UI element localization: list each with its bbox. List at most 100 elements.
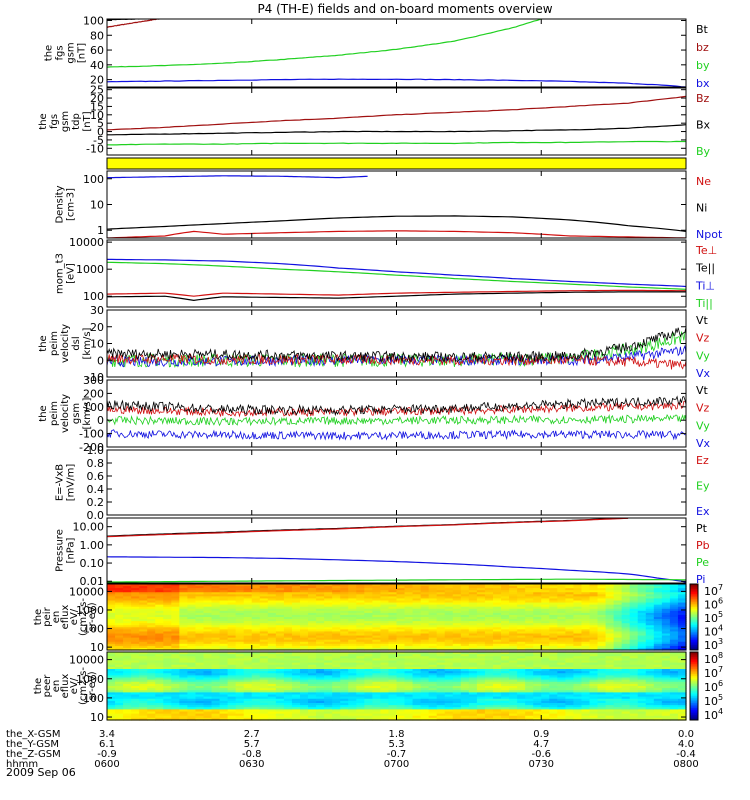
peir-en-eflux-cell <box>621 645 631 649</box>
peir-en-eflux-cell <box>364 643 373 647</box>
peir-en-eflux-cell <box>452 612 462 616</box>
peer-en-eflux-cell <box>549 705 558 708</box>
peer-en-eflux-cell <box>597 660 607 664</box>
peir-en-eflux-cell <box>291 635 301 639</box>
peir-en-eflux-cell <box>372 619 382 622</box>
peer-en-eflux-cell <box>267 686 277 689</box>
peir-en-eflux-cell <box>428 586 438 589</box>
peer-en-eflux-cell <box>468 713 478 717</box>
peir-en-eflux-cell <box>677 623 687 626</box>
peir-en-eflux-cell <box>653 596 663 600</box>
peir-en-eflux-cell <box>139 598 148 602</box>
peir-en-eflux-cell <box>300 614 309 618</box>
peer-en-eflux-cell <box>388 717 398 721</box>
peir-en-eflux-cell <box>541 625 550 628</box>
peer-en-eflux-cell <box>171 671 180 674</box>
peir-en-eflux-cell <box>115 625 124 628</box>
peir-en-eflux-cell <box>436 588 446 591</box>
peir-en-eflux-cell <box>300 635 309 639</box>
peer-en-eflux-cell <box>187 679 197 683</box>
peir-en-eflux-cell <box>203 610 213 614</box>
peer-en-eflux-cell <box>501 683 510 687</box>
peer-en-eflux-cell <box>131 664 140 668</box>
peir-en-eflux-cell <box>412 604 422 608</box>
peer-en-eflux-cell <box>573 654 583 657</box>
peer-en-eflux-cell <box>404 662 414 666</box>
peir-en-eflux-cell <box>227 606 237 610</box>
peir-en-eflux-cell <box>493 608 502 612</box>
peir-en-eflux-cell <box>388 584 398 587</box>
peer-en-eflux-cell <box>412 707 422 710</box>
peer-en-eflux-cell <box>364 715 373 719</box>
peir-en-eflux-cell <box>107 592 116 595</box>
peir-en-eflux-cell <box>340 610 349 614</box>
peir-en-eflux-cell <box>501 606 510 610</box>
peir-en-eflux-cell <box>163 637 172 641</box>
peer-en-eflux-cell <box>291 654 301 657</box>
peir-en-eflux-cell <box>637 610 647 614</box>
peer-en-eflux-cell <box>251 698 261 702</box>
peer-en-eflux-cell <box>163 652 172 655</box>
peir-en-eflux-cell <box>533 610 542 614</box>
peir-en-eflux-cell <box>677 643 687 647</box>
peer-en-eflux-cell <box>589 686 599 689</box>
peer-en-eflux-cell <box>187 686 197 689</box>
peer-en-eflux-cell <box>501 709 510 713</box>
peer-en-eflux-cell <box>356 679 365 683</box>
peir-en-eflux-cell <box>147 635 156 639</box>
efield-legend-1: Ey <box>696 480 710 493</box>
peer-en-eflux-cell <box>171 686 180 689</box>
peir-en-eflux-cell <box>283 629 293 633</box>
peer-en-eflux-cell <box>372 671 382 674</box>
peir-en-eflux-cell <box>484 606 494 610</box>
peer-en-eflux-cell <box>131 692 140 696</box>
peer-en-eflux-cell <box>557 709 566 713</box>
peer-en-eflux-cell <box>404 686 414 689</box>
peir-en-eflux-colorbar-step <box>690 590 698 593</box>
peer-en-eflux-cell <box>637 698 647 702</box>
peer-en-eflux-cell <box>412 664 422 668</box>
peer-en-eflux-cell <box>259 717 269 721</box>
pressure-ylabel: Pressure <box>55 529 66 572</box>
mode-bar-fill <box>107 158 686 169</box>
peer-en-eflux-cell <box>677 662 687 666</box>
peir-en-eflux-cell <box>533 600 542 604</box>
peer-en-eflux-cell <box>669 662 679 666</box>
peir-en-eflux-cell <box>501 645 510 649</box>
peer-en-eflux-cell <box>139 698 148 702</box>
peir-en-eflux-cell <box>412 635 422 639</box>
peir-en-eflux-cell <box>219 621 229 624</box>
peir-en-eflux-cell <box>243 602 253 606</box>
peir-en-eflux-cell <box>629 637 639 641</box>
peir-en-eflux-cell <box>396 586 406 589</box>
peer-en-eflux-cell <box>629 669 639 672</box>
peir-en-eflux-cell <box>613 602 623 606</box>
peir-en-eflux-cell <box>203 606 213 610</box>
peir-en-eflux-cell <box>460 598 470 602</box>
peer-en-eflux-cell <box>412 703 422 706</box>
peer-en-eflux-cell <box>364 690 373 693</box>
peer-en-eflux-cell <box>493 671 502 674</box>
peir-en-eflux-cell <box>300 596 309 600</box>
peer-en-eflux-cell <box>460 679 470 683</box>
peer-en-eflux-cell <box>324 683 333 687</box>
peer-en-eflux-cell <box>179 658 189 662</box>
peer-en-eflux-cell <box>259 696 269 700</box>
peer-en-eflux-cell <box>428 673 438 676</box>
peer-en-eflux-cell <box>259 679 269 683</box>
peer-en-eflux-cell <box>573 664 583 668</box>
peir-en-eflux-cell <box>669 602 679 606</box>
peir-en-eflux-cell <box>147 614 156 618</box>
peer-en-eflux-cell <box>243 652 253 655</box>
peer-en-eflux-cell <box>291 671 301 674</box>
peir-en-eflux-cell <box>597 596 607 600</box>
peir-en-eflux-cell <box>541 621 550 624</box>
peer-en-eflux-cell <box>677 675 687 679</box>
peir-en-eflux-cell <box>637 614 647 618</box>
peer-en-eflux-cell <box>211 671 221 674</box>
peer-en-eflux-cell <box>243 673 253 676</box>
peir-en-eflux-cell <box>653 643 663 647</box>
peir-en-eflux-cell <box>645 629 655 633</box>
peir-en-eflux-cell <box>597 621 607 624</box>
peir-en-eflux-cell <box>621 588 631 591</box>
